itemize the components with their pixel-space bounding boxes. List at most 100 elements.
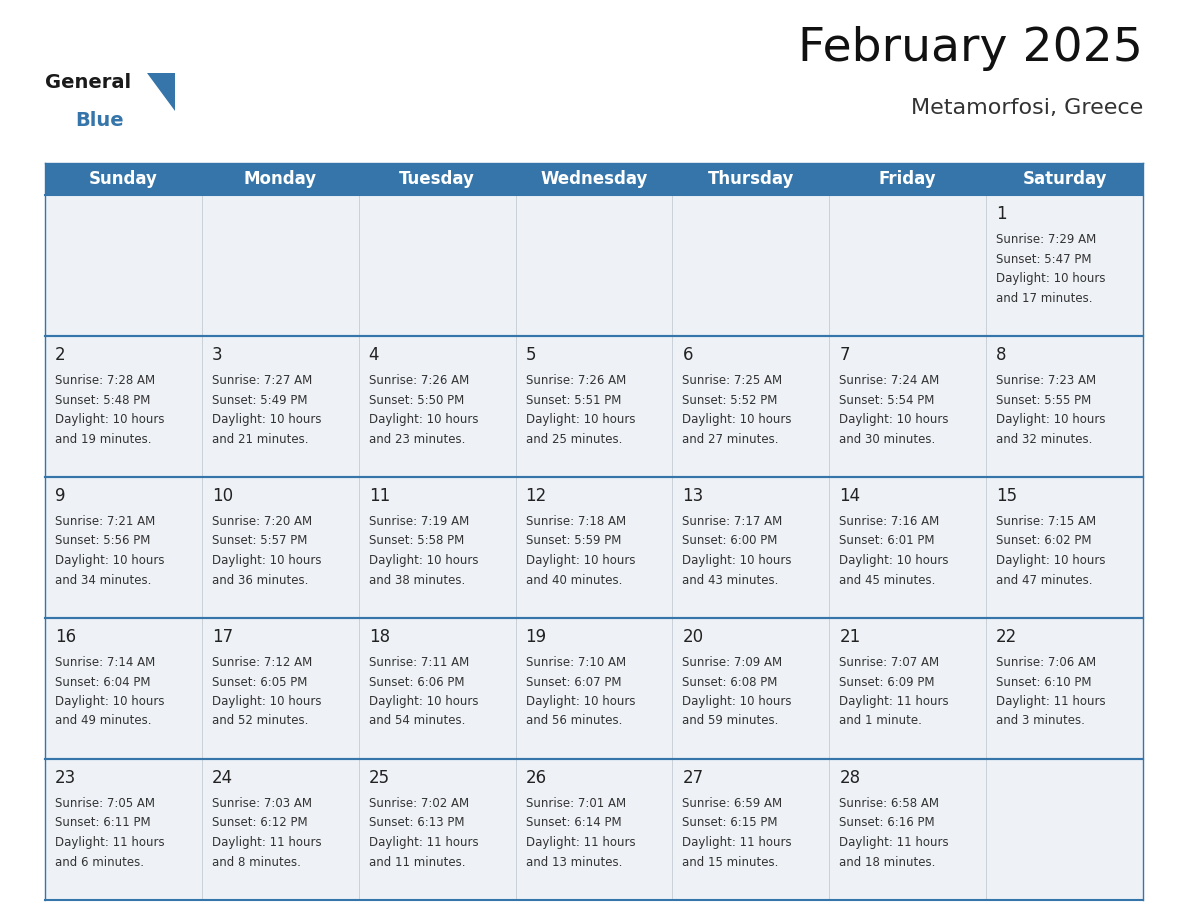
Bar — [829, 163, 986, 195]
Bar — [202, 477, 359, 618]
Text: and 23 minutes.: and 23 minutes. — [368, 432, 465, 445]
Text: Sunrise: 7:18 AM: Sunrise: 7:18 AM — [525, 515, 626, 528]
Text: Sunset: 5:54 PM: Sunset: 5:54 PM — [839, 394, 935, 407]
Bar — [672, 195, 829, 336]
Text: and 15 minutes.: and 15 minutes. — [682, 856, 779, 868]
Text: 17: 17 — [211, 628, 233, 646]
Bar — [516, 759, 672, 900]
Bar — [986, 195, 1143, 336]
Bar — [516, 195, 672, 336]
Text: 16: 16 — [55, 628, 76, 646]
Bar — [986, 618, 1143, 759]
Text: Sunrise: 7:23 AM: Sunrise: 7:23 AM — [997, 374, 1097, 387]
Text: Sunrise: 7:03 AM: Sunrise: 7:03 AM — [211, 797, 312, 810]
Bar — [45, 336, 202, 477]
Text: Sunrise: 7:07 AM: Sunrise: 7:07 AM — [839, 656, 940, 669]
Text: 6: 6 — [682, 346, 693, 364]
Bar — [516, 477, 672, 618]
Text: Daylight: 11 hours: Daylight: 11 hours — [682, 836, 792, 849]
Text: and 1 minute.: and 1 minute. — [839, 714, 922, 727]
Text: 20: 20 — [682, 628, 703, 646]
Text: 1: 1 — [997, 205, 1006, 223]
Text: Sunrise: 7:27 AM: Sunrise: 7:27 AM — [211, 374, 312, 387]
Bar — [986, 759, 1143, 900]
Bar — [829, 336, 986, 477]
Text: Sunset: 5:50 PM: Sunset: 5:50 PM — [368, 394, 465, 407]
Text: and 30 minutes.: and 30 minutes. — [839, 432, 935, 445]
Text: Daylight: 10 hours: Daylight: 10 hours — [368, 554, 479, 567]
Bar — [672, 759, 829, 900]
Text: and 40 minutes.: and 40 minutes. — [525, 574, 623, 587]
Text: Thursday: Thursday — [708, 170, 794, 188]
Bar — [359, 336, 516, 477]
Bar — [672, 336, 829, 477]
Text: Sunset: 6:14 PM: Sunset: 6:14 PM — [525, 816, 621, 830]
Text: 28: 28 — [839, 769, 860, 787]
Text: Sunrise: 7:09 AM: Sunrise: 7:09 AM — [682, 656, 783, 669]
Text: Sunrise: 7:05 AM: Sunrise: 7:05 AM — [55, 797, 154, 810]
Text: Metamorfosi, Greece: Metamorfosi, Greece — [911, 98, 1143, 118]
Bar — [359, 195, 516, 336]
Text: Daylight: 10 hours: Daylight: 10 hours — [55, 554, 164, 567]
Text: Sunrise: 7:25 AM: Sunrise: 7:25 AM — [682, 374, 783, 387]
Text: and 17 minutes.: and 17 minutes. — [997, 292, 1093, 305]
Text: 7: 7 — [839, 346, 849, 364]
Text: and 36 minutes.: and 36 minutes. — [211, 574, 308, 587]
Text: Daylight: 10 hours: Daylight: 10 hours — [682, 413, 792, 426]
Bar — [829, 195, 986, 336]
Text: Sunrise: 7:20 AM: Sunrise: 7:20 AM — [211, 515, 312, 528]
Text: Daylight: 10 hours: Daylight: 10 hours — [368, 413, 479, 426]
Text: 2: 2 — [55, 346, 65, 364]
Text: 14: 14 — [839, 487, 860, 505]
Bar — [359, 477, 516, 618]
Bar — [986, 163, 1143, 195]
Text: 8: 8 — [997, 346, 1006, 364]
Text: 3: 3 — [211, 346, 222, 364]
Text: Daylight: 10 hours: Daylight: 10 hours — [525, 413, 636, 426]
Text: Tuesday: Tuesday — [399, 170, 475, 188]
Text: and 56 minutes.: and 56 minutes. — [525, 714, 623, 727]
Text: Sunset: 5:59 PM: Sunset: 5:59 PM — [525, 534, 621, 547]
Bar — [672, 618, 829, 759]
Bar — [45, 195, 202, 336]
Text: Daylight: 10 hours: Daylight: 10 hours — [682, 695, 792, 708]
Bar — [672, 163, 829, 195]
Bar — [45, 477, 202, 618]
Text: and 49 minutes.: and 49 minutes. — [55, 714, 152, 727]
Text: Blue: Blue — [75, 111, 124, 130]
Text: Sunset: 6:09 PM: Sunset: 6:09 PM — [839, 676, 935, 688]
Text: and 52 minutes.: and 52 minutes. — [211, 714, 308, 727]
Text: Sunset: 6:11 PM: Sunset: 6:11 PM — [55, 816, 151, 830]
Bar — [516, 336, 672, 477]
Text: Sunrise: 6:58 AM: Sunrise: 6:58 AM — [839, 797, 940, 810]
Text: and 45 minutes.: and 45 minutes. — [839, 574, 936, 587]
Text: Sunrise: 7:01 AM: Sunrise: 7:01 AM — [525, 797, 626, 810]
Text: Daylight: 10 hours: Daylight: 10 hours — [525, 695, 636, 708]
Text: 11: 11 — [368, 487, 390, 505]
Text: Sunset: 5:56 PM: Sunset: 5:56 PM — [55, 534, 151, 547]
Text: Sunset: 5:48 PM: Sunset: 5:48 PM — [55, 394, 151, 407]
Text: 13: 13 — [682, 487, 703, 505]
Bar — [359, 618, 516, 759]
Bar — [986, 336, 1143, 477]
Bar — [45, 163, 202, 195]
Text: Sunrise: 7:29 AM: Sunrise: 7:29 AM — [997, 233, 1097, 246]
Text: Sunrise: 7:26 AM: Sunrise: 7:26 AM — [368, 374, 469, 387]
Text: Monday: Monday — [244, 170, 317, 188]
Text: Daylight: 10 hours: Daylight: 10 hours — [525, 554, 636, 567]
Text: Sunset: 6:10 PM: Sunset: 6:10 PM — [997, 676, 1092, 688]
Text: Daylight: 10 hours: Daylight: 10 hours — [55, 695, 164, 708]
Text: Daylight: 11 hours: Daylight: 11 hours — [839, 836, 949, 849]
Bar — [672, 477, 829, 618]
Text: Sunset: 5:49 PM: Sunset: 5:49 PM — [211, 394, 308, 407]
Text: Sunset: 6:05 PM: Sunset: 6:05 PM — [211, 676, 308, 688]
Text: and 8 minutes.: and 8 minutes. — [211, 856, 301, 868]
Text: Sunset: 6:04 PM: Sunset: 6:04 PM — [55, 676, 151, 688]
Text: 24: 24 — [211, 769, 233, 787]
Text: Sunset: 5:57 PM: Sunset: 5:57 PM — [211, 534, 308, 547]
Text: and 19 minutes.: and 19 minutes. — [55, 432, 152, 445]
Text: Sunset: 5:51 PM: Sunset: 5:51 PM — [525, 394, 621, 407]
Bar — [829, 759, 986, 900]
Text: Sunrise: 7:26 AM: Sunrise: 7:26 AM — [525, 374, 626, 387]
Text: Daylight: 11 hours: Daylight: 11 hours — [211, 836, 322, 849]
